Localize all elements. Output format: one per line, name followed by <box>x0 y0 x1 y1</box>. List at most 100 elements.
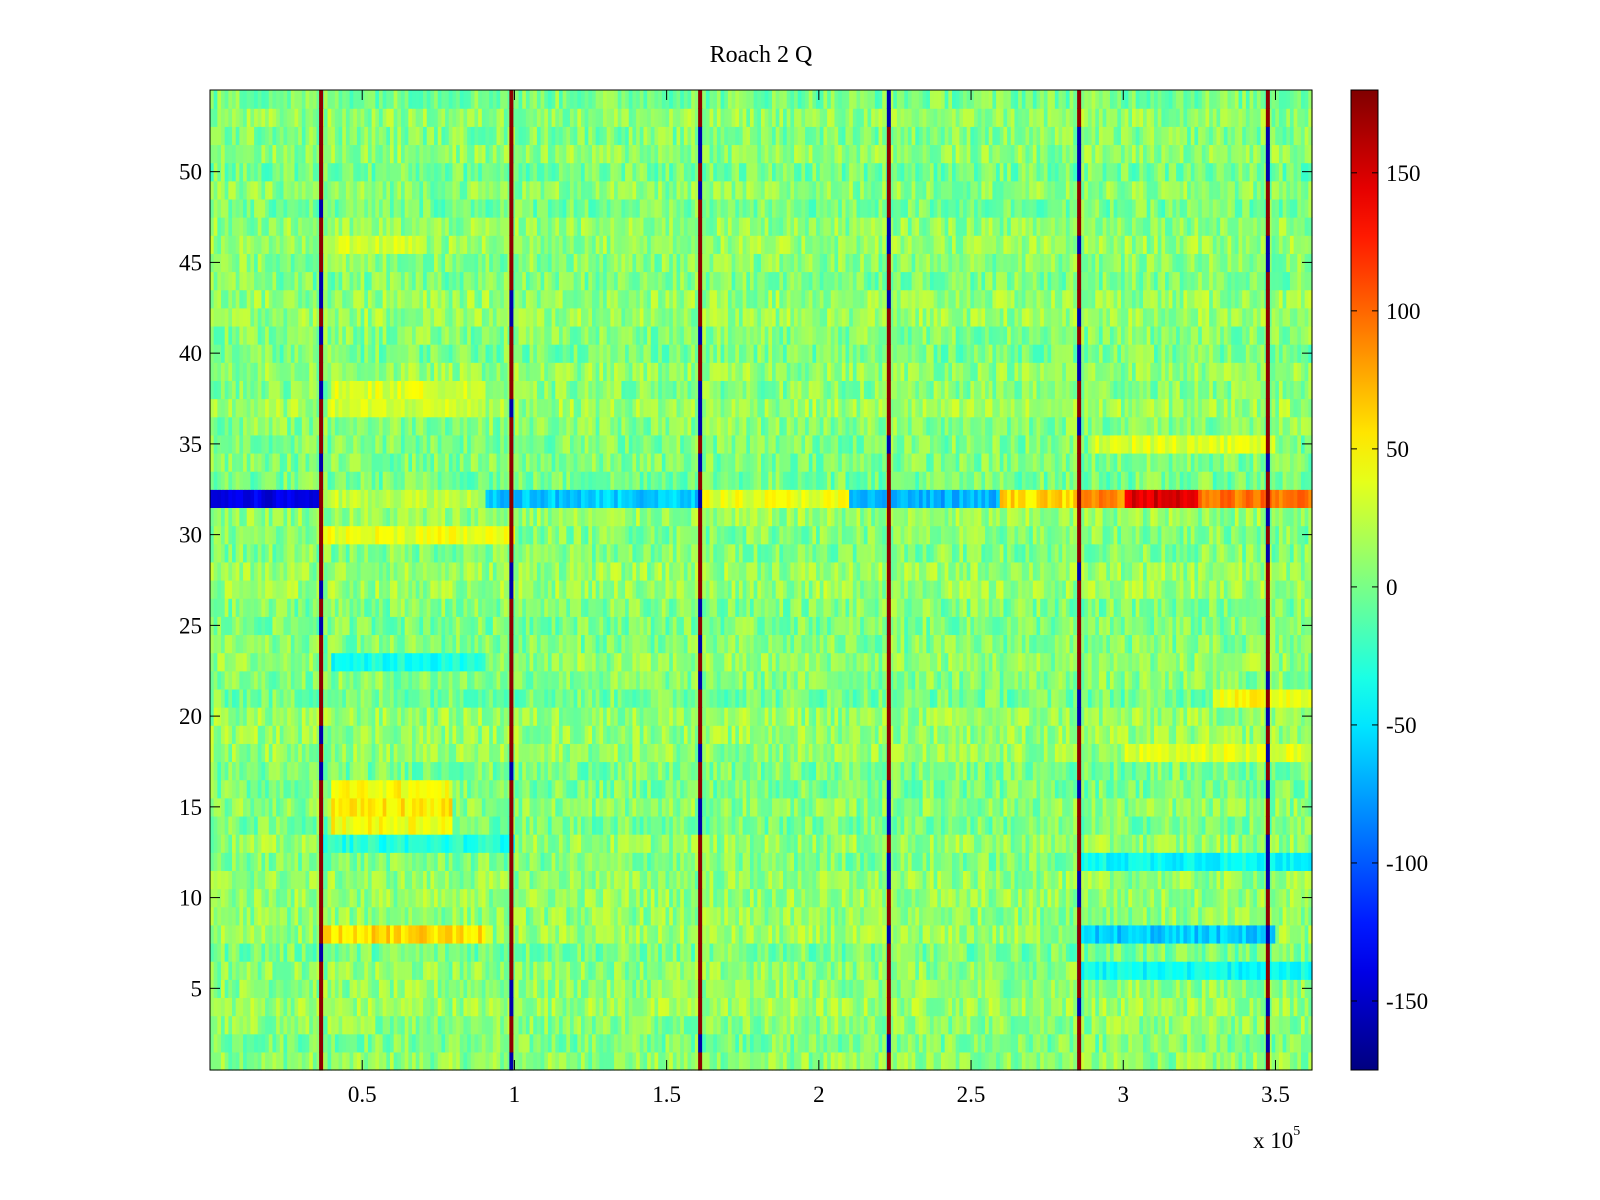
heatmap-cell <box>569 906 575 926</box>
heatmap-cell <box>786 1015 791 1035</box>
heatmap-cell <box>445 870 450 890</box>
heatmap-cell <box>761 961 766 980</box>
heatmap-cell <box>500 779 505 799</box>
heatmap-cell <box>632 997 637 1017</box>
heatmap-cell <box>415 997 420 1017</box>
heatmap-cell <box>1113 1033 1118 1053</box>
heatmap-cell <box>834 1051 839 1071</box>
heatmap-cell <box>1179 942 1185 962</box>
heatmap-cell <box>338 834 343 853</box>
heatmap-cell <box>985 1051 990 1071</box>
heatmap-cell <box>1172 1015 1177 1035</box>
heatmap-cell <box>595 834 600 853</box>
heatmap-cell <box>345 779 351 799</box>
heatmap-cell <box>1003 888 1008 908</box>
heatmap-cell <box>426 852 431 871</box>
heatmap-cell <box>1209 888 1214 908</box>
heatmap-cell <box>496 1033 501 1053</box>
heatmap-cell <box>474 906 479 926</box>
heatmap-cell <box>713 924 718 944</box>
heatmap-cell <box>540 834 545 853</box>
heatmap-cell <box>533 888 538 908</box>
heatmap-cell <box>221 924 226 944</box>
heatmap-cell <box>1010 1033 1016 1053</box>
heatmap-cell <box>926 1015 931 1035</box>
heatmap-cell <box>210 761 215 781</box>
heatmap-cell <box>1227 779 1232 799</box>
heatmap-cell <box>1168 779 1174 799</box>
heatmap-cell <box>408 906 413 926</box>
heatmap-cell <box>643 906 648 926</box>
heatmap-cell <box>437 761 443 781</box>
heatmap-cell <box>849 979 854 999</box>
heatmap-cell <box>856 815 861 835</box>
heatmap-cell <box>882 815 887 835</box>
heatmap-cell <box>544 852 549 871</box>
heatmap-cell <box>522 1033 527 1053</box>
heatmap-cell <box>547 1051 553 1071</box>
heatmap-cell <box>625 924 630 944</box>
heatmap-cell <box>797 761 802 781</box>
heatmap-cell <box>364 852 369 871</box>
heatmap-cell <box>775 870 780 890</box>
heatmap-cell <box>470 834 476 853</box>
heatmap-cell <box>1043 1015 1049 1035</box>
heatmap-cell <box>1260 852 1265 871</box>
heatmap-cell <box>448 779 454 799</box>
heatmap-cell <box>966 779 971 799</box>
heatmap-cell <box>309 870 314 890</box>
heatmap-cell <box>1102 815 1107 835</box>
heatmap-cell <box>768 834 773 853</box>
heatmap-cell <box>867 942 872 962</box>
heatmap-cell <box>797 942 802 962</box>
heatmap-cell <box>952 961 957 980</box>
heatmap-cell <box>566 961 571 980</box>
heatmap-cell <box>467 797 472 817</box>
heatmap-cell <box>727 1051 733 1071</box>
heatmap-cell <box>518 979 523 999</box>
heatmap-cell <box>1253 834 1258 853</box>
heatmap-cell <box>232 942 237 962</box>
heatmap-cell <box>610 852 615 871</box>
heatmap-cell <box>639 779 645 799</box>
heatmap-cell <box>434 924 439 944</box>
heatmap-cell <box>1025 979 1030 999</box>
heatmap-cell <box>217 906 222 926</box>
heatmap-cell <box>1095 942 1100 962</box>
heatmap-cell <box>445 852 450 871</box>
heatmap-cell <box>823 852 828 871</box>
heatmap-cell <box>540 852 545 871</box>
heatmap-cell <box>790 961 795 980</box>
heatmap-cell <box>705 1015 711 1035</box>
heatmap-cell <box>397 1033 402 1053</box>
heatmap-cell <box>577 888 582 908</box>
heatmap-cell <box>915 924 920 944</box>
heatmap-cell <box>904 997 909 1017</box>
heatmap-cell <box>279 834 285 853</box>
heatmap-cell <box>680 888 685 908</box>
heatmap-cell <box>911 942 916 962</box>
heatmap-cell <box>1293 906 1298 926</box>
heatmap-cell <box>1032 779 1038 799</box>
heatmap-cell <box>430 1015 435 1035</box>
heatmap-cell <box>1051 961 1056 980</box>
heatmap-cell <box>937 979 942 999</box>
heatmap-cell <box>434 888 439 908</box>
heatmap-cell <box>1256 1015 1262 1035</box>
heatmap-cell <box>963 834 968 853</box>
heatmap-cell <box>375 1051 380 1071</box>
heatmap-cell <box>764 997 769 1017</box>
heatmap-cell <box>533 906 538 926</box>
heatmap-cell <box>658 1051 663 1071</box>
heatmap-cell <box>694 852 700 871</box>
heatmap-cell <box>720 906 725 926</box>
heatmap-cell <box>702 761 707 781</box>
heatmap-cell <box>544 761 549 781</box>
heatmap-cell <box>709 852 714 871</box>
heatmap-cell <box>448 979 454 999</box>
heatmap-cell <box>922 834 927 853</box>
heatmap-cell <box>683 834 689 853</box>
heatmap-cell <box>1275 815 1280 835</box>
heatmap-cell <box>860 906 865 926</box>
heatmap-cell <box>467 815 472 835</box>
